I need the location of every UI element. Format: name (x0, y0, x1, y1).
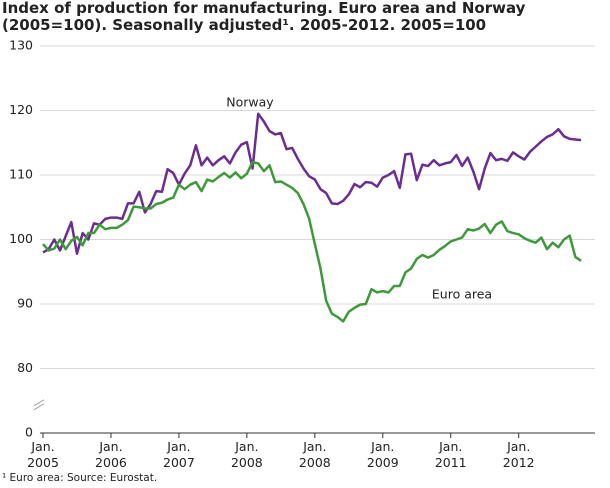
chart: 0 80 90 100 110 120 130 Norway Euro area (9, 38, 595, 440)
axis-break-line (33, 403, 45, 411)
x-tick-label: Jan. 2009 (366, 439, 399, 470)
x-tick-label: Jan. 2006 (95, 439, 127, 470)
x-tick-label: Jan. 2011 (434, 439, 467, 470)
y-tick-label: 110 (9, 167, 33, 182)
x-tick-label: Jan. 2005 (27, 439, 59, 470)
series-line (42, 112, 582, 255)
x-tick-label: Jan. 2008 (298, 439, 331, 470)
y-tick-label: 130 (9, 38, 33, 53)
x-tick-label: Jan. 2007 (163, 439, 195, 470)
chart-title: Index of production for manufacturing. E… (2, 0, 526, 34)
x-tick-label: Jan. 2008 (230, 439, 263, 470)
series-annotation: Euro area (432, 287, 492, 302)
y-tick-label: 90 (17, 296, 33, 311)
y-tick-label: 80 (17, 360, 33, 375)
series-line (42, 160, 582, 323)
axis-break-line (33, 399, 45, 407)
y-tick-label: 100 (9, 231, 33, 246)
axis-break (34, 401, 46, 407)
y-tick-label: 120 (9, 102, 33, 117)
footnote: ¹ Euro area: Source: Eurostat. (2, 472, 158, 484)
series-annotation: Norway (226, 95, 274, 110)
y-tick-label: 0 (25, 425, 33, 440)
x-tick-label: Jan. 2012 (502, 439, 535, 470)
